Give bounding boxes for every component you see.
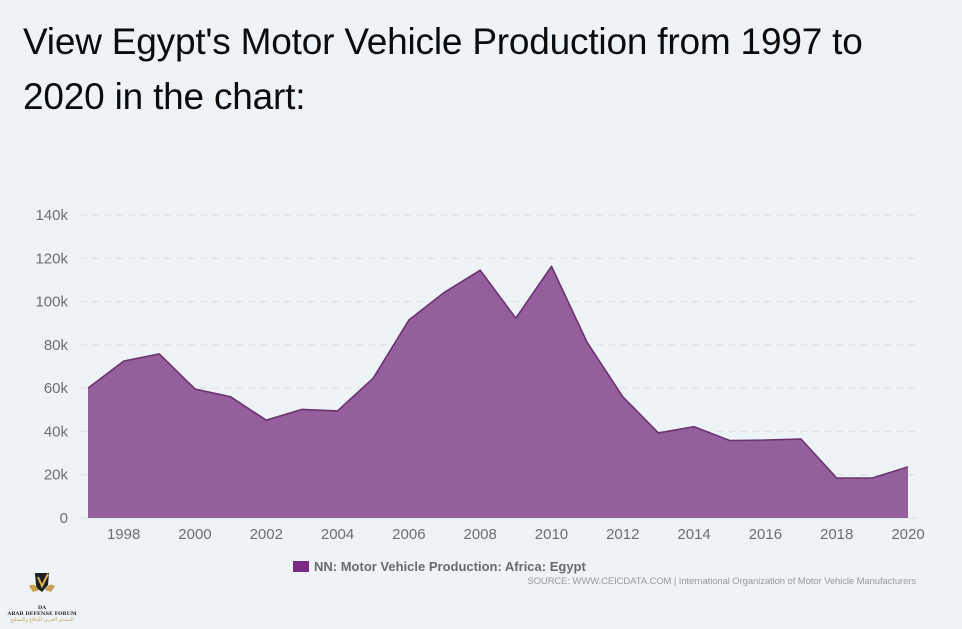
y-tick-label: 120k [35, 250, 68, 267]
y-tick-label: 60k [44, 380, 69, 397]
data-point[interactable] [192, 386, 198, 392]
page-title: View Egypt's Motor Vehicle Production fr… [23, 21, 863, 117]
data-point[interactable] [263, 417, 269, 423]
y-tick-label: 80k [44, 337, 69, 354]
data-point[interactable] [335, 408, 341, 414]
y-axis-ticks: 0 20k 40k 60k 80k 100k 120k 140k [35, 207, 68, 527]
data-point[interactable] [655, 430, 661, 436]
x-tick-label: 2008 [463, 526, 496, 543]
watermark-name: ARAB DEFENSE FORUM [7, 611, 77, 617]
data-point[interactable] [798, 436, 804, 442]
data-point[interactable] [513, 315, 519, 321]
watermark-initials: DA [37, 605, 47, 611]
data-point[interactable] [905, 464, 911, 470]
data-point[interactable] [406, 317, 412, 323]
watermark-logo: DA ARAB DEFENSE FORUM المنتدى العربي للد… [4, 570, 80, 628]
shield-icon [29, 573, 55, 592]
series-line [87, 265, 909, 479]
source-note: SOURCE: WWW.CEICDATA.COM | International… [527, 576, 916, 587]
x-tick-label: 2016 [749, 526, 782, 543]
y-tick-label: 20k [44, 467, 69, 484]
data-point[interactable] [762, 437, 768, 443]
y-tick-label: 140k [35, 207, 68, 224]
data-point[interactable] [477, 267, 483, 273]
x-tick-label: 2004 [321, 526, 354, 543]
data-point[interactable] [370, 375, 376, 381]
y-tick-label: 100k [35, 294, 68, 311]
data-point[interactable] [548, 263, 554, 269]
x-tick-label: 2010 [535, 526, 568, 543]
data-point[interactable] [620, 394, 626, 400]
data-point[interactable] [156, 351, 162, 357]
legend-label: NN: Motor Vehicle Production: Africa: Eg… [314, 559, 586, 574]
x-tick-label: 2006 [392, 526, 425, 543]
x-tick-label: 2018 [820, 526, 853, 543]
data-point[interactable] [299, 406, 305, 412]
watermark-arabic: المنتدى العربي للدفاع والتسليح [10, 617, 74, 623]
data-point[interactable] [834, 475, 840, 481]
area-fill[interactable] [88, 266, 908, 518]
data-point[interactable] [691, 424, 697, 430]
legend[interactable]: NN: Motor Vehicle Production: Africa: Eg… [293, 559, 586, 574]
data-point[interactable] [727, 438, 733, 444]
data-point[interactable] [85, 385, 91, 391]
y-tick-label: 40k [44, 423, 69, 440]
data-point[interactable] [442, 289, 448, 295]
data-point[interactable] [121, 358, 127, 364]
data-point[interactable] [869, 475, 875, 481]
series-area [85, 263, 911, 518]
x-tick-label: 2000 [178, 526, 211, 543]
data-point[interactable] [584, 339, 590, 345]
legend-swatch [293, 561, 309, 572]
x-tick-label: 2020 [891, 526, 924, 543]
y-tick-label: 0 [60, 510, 68, 527]
x-axis-ticks: 1998 2000 2002 2004 2006 2008 2010 2012 2014 2016… [107, 526, 925, 543]
x-tick-label: 2012 [606, 526, 639, 543]
x-tick-label: 1998 [107, 526, 140, 543]
data-point[interactable] [228, 394, 234, 400]
x-tick-label: 2002 [250, 526, 283, 543]
x-tick-label: 2014 [677, 526, 710, 543]
